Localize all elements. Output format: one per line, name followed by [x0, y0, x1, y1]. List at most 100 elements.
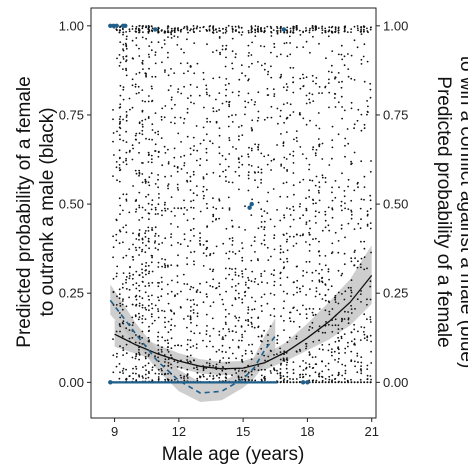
black-point [327, 349, 330, 352]
black-point [354, 365, 356, 368]
black-point [344, 372, 347, 375]
black-point [341, 80, 343, 83]
black-point [318, 279, 321, 282]
black-point [163, 116, 166, 119]
black-point [141, 375, 144, 378]
black-point [154, 62, 157, 65]
black-point [337, 251, 340, 254]
black-point [305, 362, 307, 364]
black-point [195, 324, 198, 327]
black-point [148, 272, 150, 275]
black-point [314, 184, 317, 187]
black-point [295, 337, 298, 340]
black-point [202, 244, 205, 246]
black-point [186, 38, 188, 41]
black-point [189, 153, 192, 156]
black-point [151, 87, 153, 90]
black-point [321, 158, 324, 160]
black-point [221, 48, 224, 51]
black-point [186, 368, 189, 371]
black-point [187, 315, 189, 317]
black-point [366, 27, 368, 30]
black-point [231, 330, 234, 333]
black-point [250, 54, 253, 56]
black-point [122, 226, 125, 229]
black-point [366, 298, 368, 301]
black-point [157, 285, 160, 288]
black-point [138, 284, 141, 287]
black-point [299, 181, 301, 184]
black-point [138, 31, 141, 33]
black-point [343, 190, 346, 192]
black-point [341, 117, 343, 120]
black-point [286, 276, 289, 279]
black-point [118, 180, 121, 183]
black-point [362, 28, 365, 31]
black-point [122, 98, 125, 101]
black-point [305, 123, 308, 126]
black-point [125, 305, 128, 308]
black-point [343, 64, 346, 67]
black-point [257, 259, 259, 262]
black-point [299, 146, 302, 148]
black-point [119, 371, 121, 374]
black-point [231, 121, 234, 123]
black-point [163, 203, 166, 206]
black-point [125, 193, 128, 196]
black-point [132, 321, 135, 324]
left-y-title-line-2: to outrank a male (black) [37, 107, 58, 316]
black-point [212, 213, 215, 216]
black-point [151, 379, 154, 381]
black-point [331, 331, 334, 333]
black-point [347, 75, 350, 78]
black-point [151, 294, 153, 297]
black-point [353, 25, 356, 28]
black-point [309, 101, 311, 104]
black-point [125, 352, 128, 355]
black-point [158, 373, 160, 375]
black-point [321, 344, 324, 346]
black-point [147, 100, 150, 103]
black-point [144, 265, 147, 268]
black-point [309, 288, 311, 290]
black-point [360, 257, 363, 260]
black-point [248, 344, 250, 346]
black-point [315, 82, 317, 85]
black-point [369, 321, 372, 323]
black-point [363, 326, 366, 329]
black-point [119, 41, 122, 43]
black-point [254, 278, 257, 280]
black-point [337, 371, 340, 374]
black-point [296, 291, 298, 294]
black-point [145, 244, 147, 247]
black-point [138, 348, 140, 351]
black-point [231, 62, 234, 65]
black-point [354, 344, 356, 346]
black-point [257, 365, 260, 367]
black-point [260, 171, 263, 174]
black-point [192, 312, 195, 314]
black-point [167, 302, 170, 305]
black-point [145, 195, 147, 198]
black-point [150, 85, 153, 88]
black-point [304, 30, 307, 32]
black-point [280, 73, 283, 76]
black-point [161, 281, 163, 283]
black-point [128, 28, 131, 31]
black-point [369, 170, 372, 173]
black-point [164, 71, 166, 73]
black-point [263, 31, 265, 34]
black-point [121, 370, 124, 372]
black-point [224, 376, 227, 379]
black-point [254, 143, 256, 146]
black-point [279, 284, 282, 286]
blue-point [114, 23, 119, 28]
black-point [128, 375, 131, 377]
black-point [141, 238, 144, 241]
black-point [122, 367, 125, 370]
black-point [135, 27, 138, 30]
black-point [331, 139, 334, 142]
black-point [302, 73, 304, 76]
black-point [308, 189, 310, 192]
black-point [311, 379, 314, 382]
